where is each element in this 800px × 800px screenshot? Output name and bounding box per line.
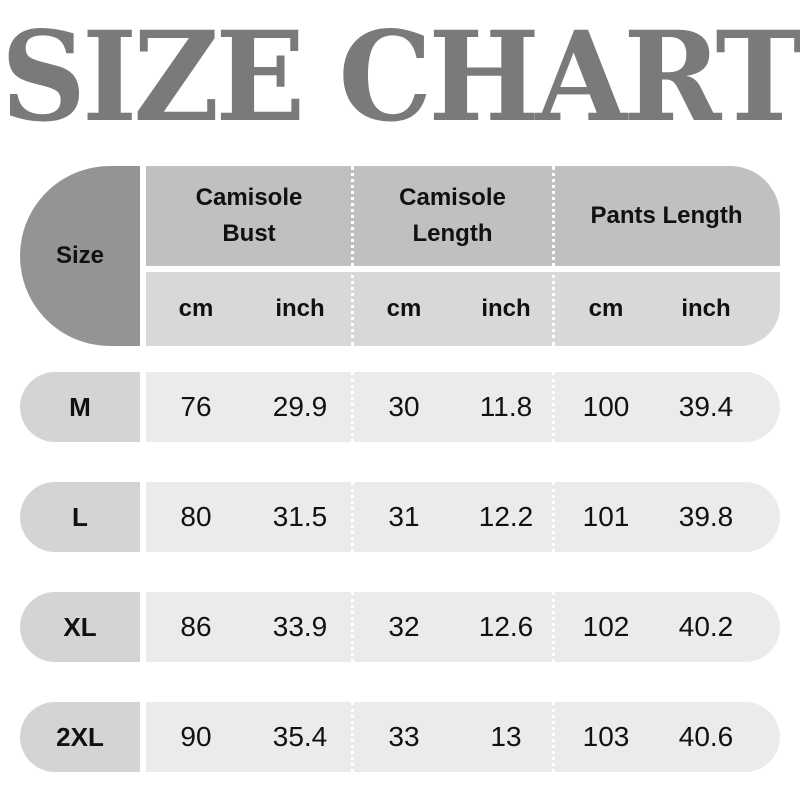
divider [351, 166, 354, 346]
value-cell: 103 [582, 721, 630, 752]
group-label: Camisole Length [399, 184, 506, 247]
group-header-pants: Pants Length [553, 166, 780, 266]
page-title: SIZE CHART [0, 3, 800, 150]
table-row: 90 35.4 33 13 103 40.6 [146, 702, 780, 772]
value-cell: 30 [388, 391, 420, 422]
divider [552, 372, 555, 442]
unit-label: cm [588, 295, 624, 322]
value-cell: 12.6 [478, 611, 534, 642]
value-cell: 39.8 [678, 501, 734, 532]
divider [351, 482, 354, 552]
table-row: 80 31.5 31 12.2 101 39.8 [146, 482, 780, 552]
unit-header-row [146, 272, 780, 346]
value-cell: 80 [180, 501, 212, 532]
value-cell: 11.8 [479, 391, 533, 422]
unit-label: cm [386, 295, 422, 322]
divider [552, 592, 555, 662]
value-cell: 40.6 [678, 721, 734, 752]
size-cell: XL [20, 592, 140, 662]
value-cell: 29.9 [272, 391, 328, 422]
value-cell: 100 [582, 391, 630, 422]
group-header-bust: Camisole Bust [146, 166, 352, 266]
value-cell: 39.4 [678, 391, 734, 422]
value-cell: 40.2 [678, 611, 734, 642]
value-cell: 35.4 [272, 721, 328, 752]
size-header: Size [20, 166, 140, 346]
divider [552, 482, 555, 552]
unit-label: cm [178, 295, 214, 322]
table-row: 86 33.9 32 12.6 102 40.2 [146, 592, 780, 662]
value-cell: 101 [582, 501, 630, 532]
table-row: 76 29.9 30 11.8 100 39.4 [146, 372, 780, 442]
divider [351, 592, 354, 662]
value-cell: 90 [180, 721, 212, 752]
unit-label: inch [481, 295, 531, 322]
unit-label: inch [681, 295, 731, 322]
value-cell: 31 [388, 501, 420, 532]
divider [552, 166, 555, 346]
value-cell: 76 [180, 391, 212, 422]
value-cell: 86 [180, 611, 212, 642]
size-cell: L [20, 482, 140, 552]
unit-label: inch [275, 295, 325, 322]
divider [552, 702, 555, 772]
size-cell: M [20, 372, 140, 442]
value-cell: 12.2 [478, 501, 534, 532]
value-cell: 31.5 [272, 501, 328, 532]
group-header-length: Camisole Length [352, 166, 553, 266]
value-cell: 33 [388, 721, 420, 752]
divider [351, 372, 354, 442]
value-cell: 13 [490, 721, 522, 752]
value-cell: 32 [388, 611, 420, 642]
value-cell: 102 [582, 611, 630, 642]
group-label: Camisole Bust [195, 184, 303, 247]
value-cell: 33.9 [272, 611, 328, 642]
size-cell: 2XL [20, 702, 140, 772]
divider [351, 702, 354, 772]
